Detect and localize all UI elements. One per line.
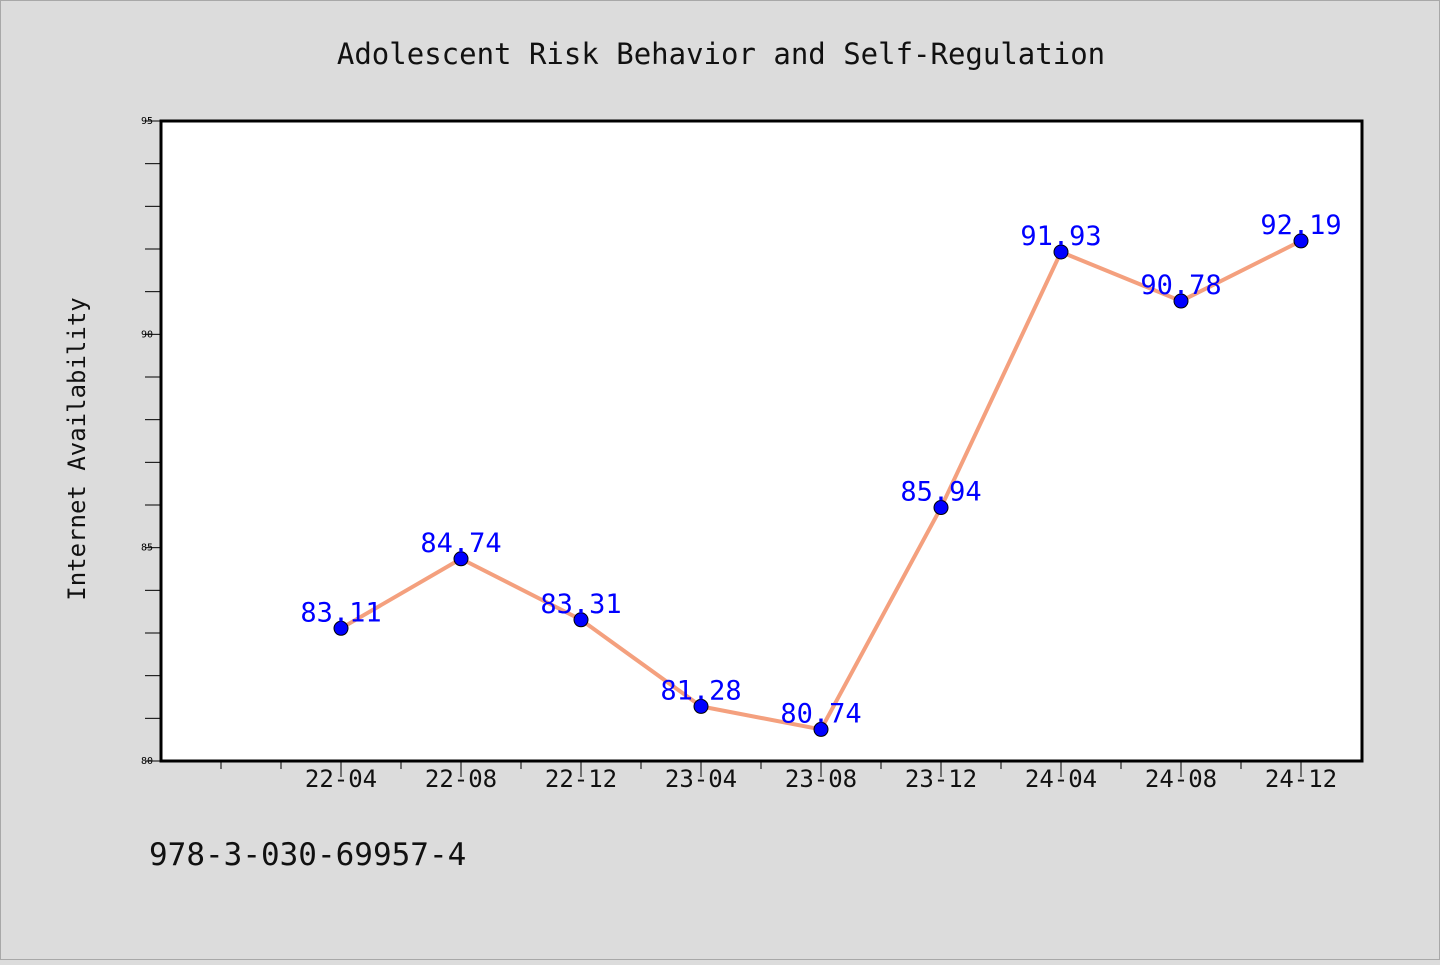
x-tick-label: 22-04 <box>305 765 377 793</box>
x-axis: 22-04 22-08 22-12 23-04 23-08 23-12 24-04 24-08… <box>220 761 1337 793</box>
data-label: 92.19 <box>1260 210 1341 241</box>
data-point <box>1173 293 1189 309</box>
data-label: 91.93 <box>1020 221 1101 252</box>
data-labels: 83.11 84.74 83.31 81.28 80.74 85.94 91.93 90.78… <box>300 210 1341 730</box>
y-axis: 80 85 90 95 <box>141 116 161 767</box>
data-point <box>813 721 829 737</box>
data-label: 84.74 <box>420 528 501 559</box>
chart-title: Adolescent Risk Behavior and Self-Regula… <box>337 37 1105 71</box>
y-tick-label: 95 <box>141 116 153 127</box>
x-tick-label: 23-12 <box>905 765 977 793</box>
data-label: 83.31 <box>540 589 621 620</box>
data-label: 85.94 <box>900 477 981 508</box>
isbn-text: 978-3-030-69957-4 <box>149 837 466 873</box>
y-tick-label: 90 <box>141 329 153 340</box>
data-point <box>453 551 469 567</box>
data-point <box>693 698 709 714</box>
x-tick-label: 22-08 <box>425 765 497 793</box>
data-label: 80.74 <box>780 698 861 729</box>
plot-area <box>159 119 1364 763</box>
data-label: 83.11 <box>300 597 381 628</box>
data-markers <box>333 233 1309 737</box>
x-tick-label: 24-12 <box>1265 765 1337 793</box>
x-tick-label: 22-12 <box>545 765 617 793</box>
data-point <box>1293 233 1309 249</box>
y-tick-label: 85 <box>141 543 153 554</box>
x-tick-label: 24-04 <box>1025 765 1097 793</box>
x-tick-label: 23-08 <box>785 765 857 793</box>
y-axis-label: Internet Availability <box>63 297 91 600</box>
x-tick-label: 23-04 <box>665 765 737 793</box>
data-point <box>573 612 589 628</box>
y-tick-label: 80 <box>141 756 153 767</box>
data-point <box>333 620 349 636</box>
x-tick-label: 24-08 <box>1145 765 1217 793</box>
data-point <box>1053 244 1069 260</box>
data-label: 81.28 <box>660 675 741 706</box>
data-point <box>933 500 949 516</box>
data-label: 90.78 <box>1140 270 1221 301</box>
